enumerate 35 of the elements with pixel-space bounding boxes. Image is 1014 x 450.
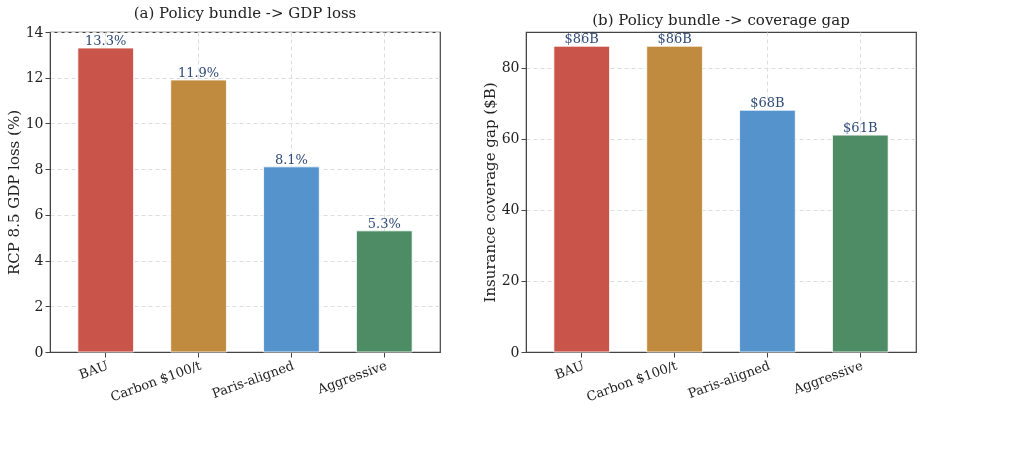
bar bbox=[170, 79, 227, 353]
data-label: 11.9% bbox=[177, 65, 220, 80]
y-tick-label: 60 bbox=[501, 130, 520, 147]
y-tick-label: 4 bbox=[34, 252, 44, 269]
data-label: $68B bbox=[750, 95, 785, 111]
data-label: $86B bbox=[657, 31, 692, 47]
bar bbox=[739, 109, 796, 353]
y-axis-title: RCP 8.5 GDP loss (%) bbox=[4, 109, 23, 276]
data-label: 13.3% bbox=[85, 33, 127, 48]
data-label: $86B bbox=[564, 31, 599, 47]
y-tick-label: 6 bbox=[34, 206, 44, 223]
x-tick-label: BAU bbox=[552, 357, 587, 382]
bar bbox=[263, 166, 320, 353]
chart-title: (a) Policy bundle -> GDP loss bbox=[133, 4, 357, 22]
y-tick-label: 8 bbox=[34, 160, 44, 177]
y-tick-label: 0 bbox=[34, 343, 44, 360]
bar bbox=[77, 47, 134, 353]
y-tick-label: 20 bbox=[501, 272, 520, 289]
x-tick-label: BAU bbox=[76, 357, 111, 382]
y-tick-label: 12 bbox=[25, 69, 44, 86]
chart-title: (b) Policy bundle -> coverage gap bbox=[592, 11, 850, 29]
bar bbox=[646, 45, 703, 353]
data-label: 5.3% bbox=[367, 215, 401, 231]
bar bbox=[832, 134, 889, 353]
bar bbox=[356, 230, 413, 353]
y-tick-label: 2 bbox=[34, 297, 44, 314]
y-axis-title: Insurance coverage gap ($B) bbox=[480, 82, 499, 303]
y-tick-label: 40 bbox=[501, 201, 520, 218]
y-tick-label: 10 bbox=[25, 114, 44, 131]
y-tick-label: 14 bbox=[25, 23, 44, 40]
y-tick-label: 0 bbox=[510, 343, 520, 360]
bar bbox=[553, 45, 610, 353]
y-tick-label: 80 bbox=[501, 59, 520, 76]
data-label: $61B bbox=[843, 120, 878, 136]
data-label: 8.1% bbox=[274, 151, 308, 167]
